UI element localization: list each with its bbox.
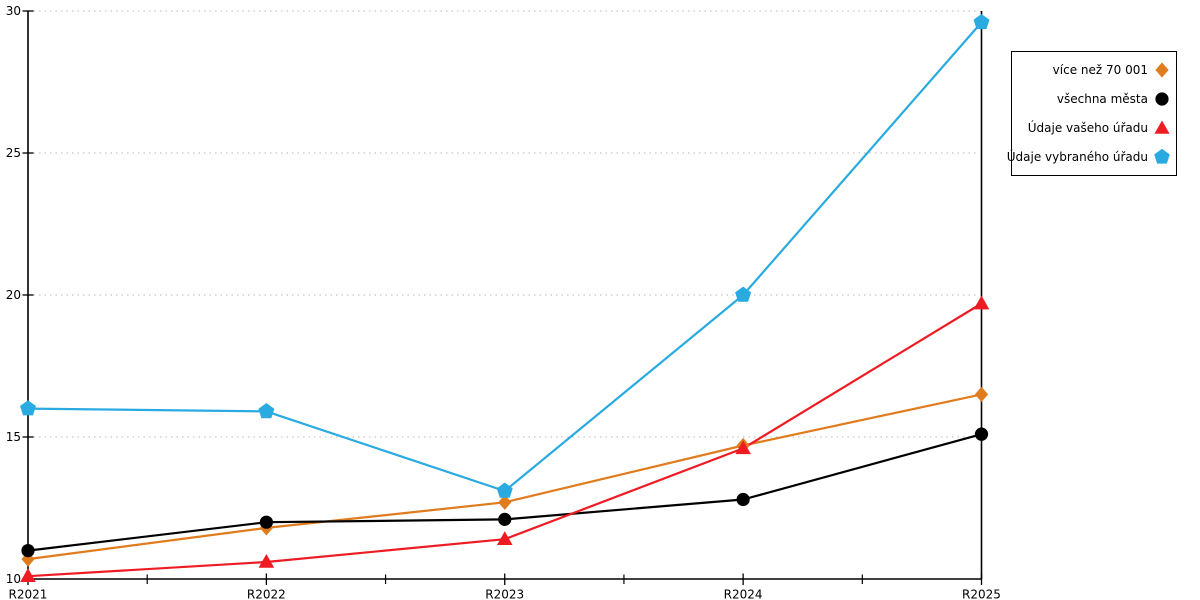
data-point-marker [21, 544, 35, 558]
data-point-marker [496, 482, 513, 498]
pentagon-marker-shape [1154, 148, 1170, 164]
x-tick-label: R2024 [724, 588, 763, 600]
data-point-marker [258, 403, 275, 419]
data-point-marker [20, 568, 36, 582]
legend-item-label: Údaje vybraného úřadu [1006, 149, 1148, 164]
data-point-marker [498, 512, 512, 526]
data-point-marker [258, 553, 275, 568]
series-line [26, 21, 983, 493]
data-point-marker [736, 492, 750, 507]
triangle-marker-shape [1154, 120, 1170, 134]
x-tick-label: R2021 [9, 588, 48, 600]
legend-item-label: více než 70 001 [1052, 62, 1148, 77]
data-point-marker [973, 295, 990, 310]
data-point-marker [973, 13, 990, 30]
y-tick-label: 25 [6, 146, 21, 160]
legend-item-label: Údaje vašeho úřadu [1027, 120, 1148, 135]
circle-marker-shape [1155, 91, 1169, 106]
y-tick-label: 15 [6, 430, 21, 444]
y-tick-label: 30 [6, 4, 21, 18]
data-point-marker [735, 286, 752, 302]
data-point-marker [974, 386, 989, 402]
legend-item-label: všechna města [1056, 91, 1148, 106]
y-tick-label: 10 [6, 572, 21, 586]
legend: více než 70 001 všechna města Údaje vašeho… [1007, 51, 1177, 176]
legend-item: Údaje vašeho úřadu [1012, 113, 1176, 142]
legend-item: Údaje vybraného úřadu [1007, 142, 1176, 171]
data-point-marker [498, 494, 512, 510]
diamond-marker-shape [1155, 61, 1169, 78]
data-point-marker [259, 515, 273, 529]
legend-item: všechna města [1012, 84, 1176, 113]
x-tick-label: R2023 [485, 588, 524, 600]
data-point-marker [496, 531, 513, 546]
x-tick-label: R2025 [962, 588, 1001, 600]
triangle-marker-icon [1154, 120, 1170, 134]
diamond-marker-icon [1155, 61, 1169, 78]
pentagon-marker-icon [1154, 148, 1170, 164]
data-point-marker [974, 427, 989, 441]
data-point-marker [735, 440, 751, 455]
y-tick-label: 20 [6, 288, 21, 302]
x-tick-label: R2022 [247, 588, 286, 600]
circle-marker-icon [1155, 91, 1169, 106]
data-point-marker [20, 400, 36, 416]
legend-item: více než 70 001 [1012, 55, 1176, 84]
